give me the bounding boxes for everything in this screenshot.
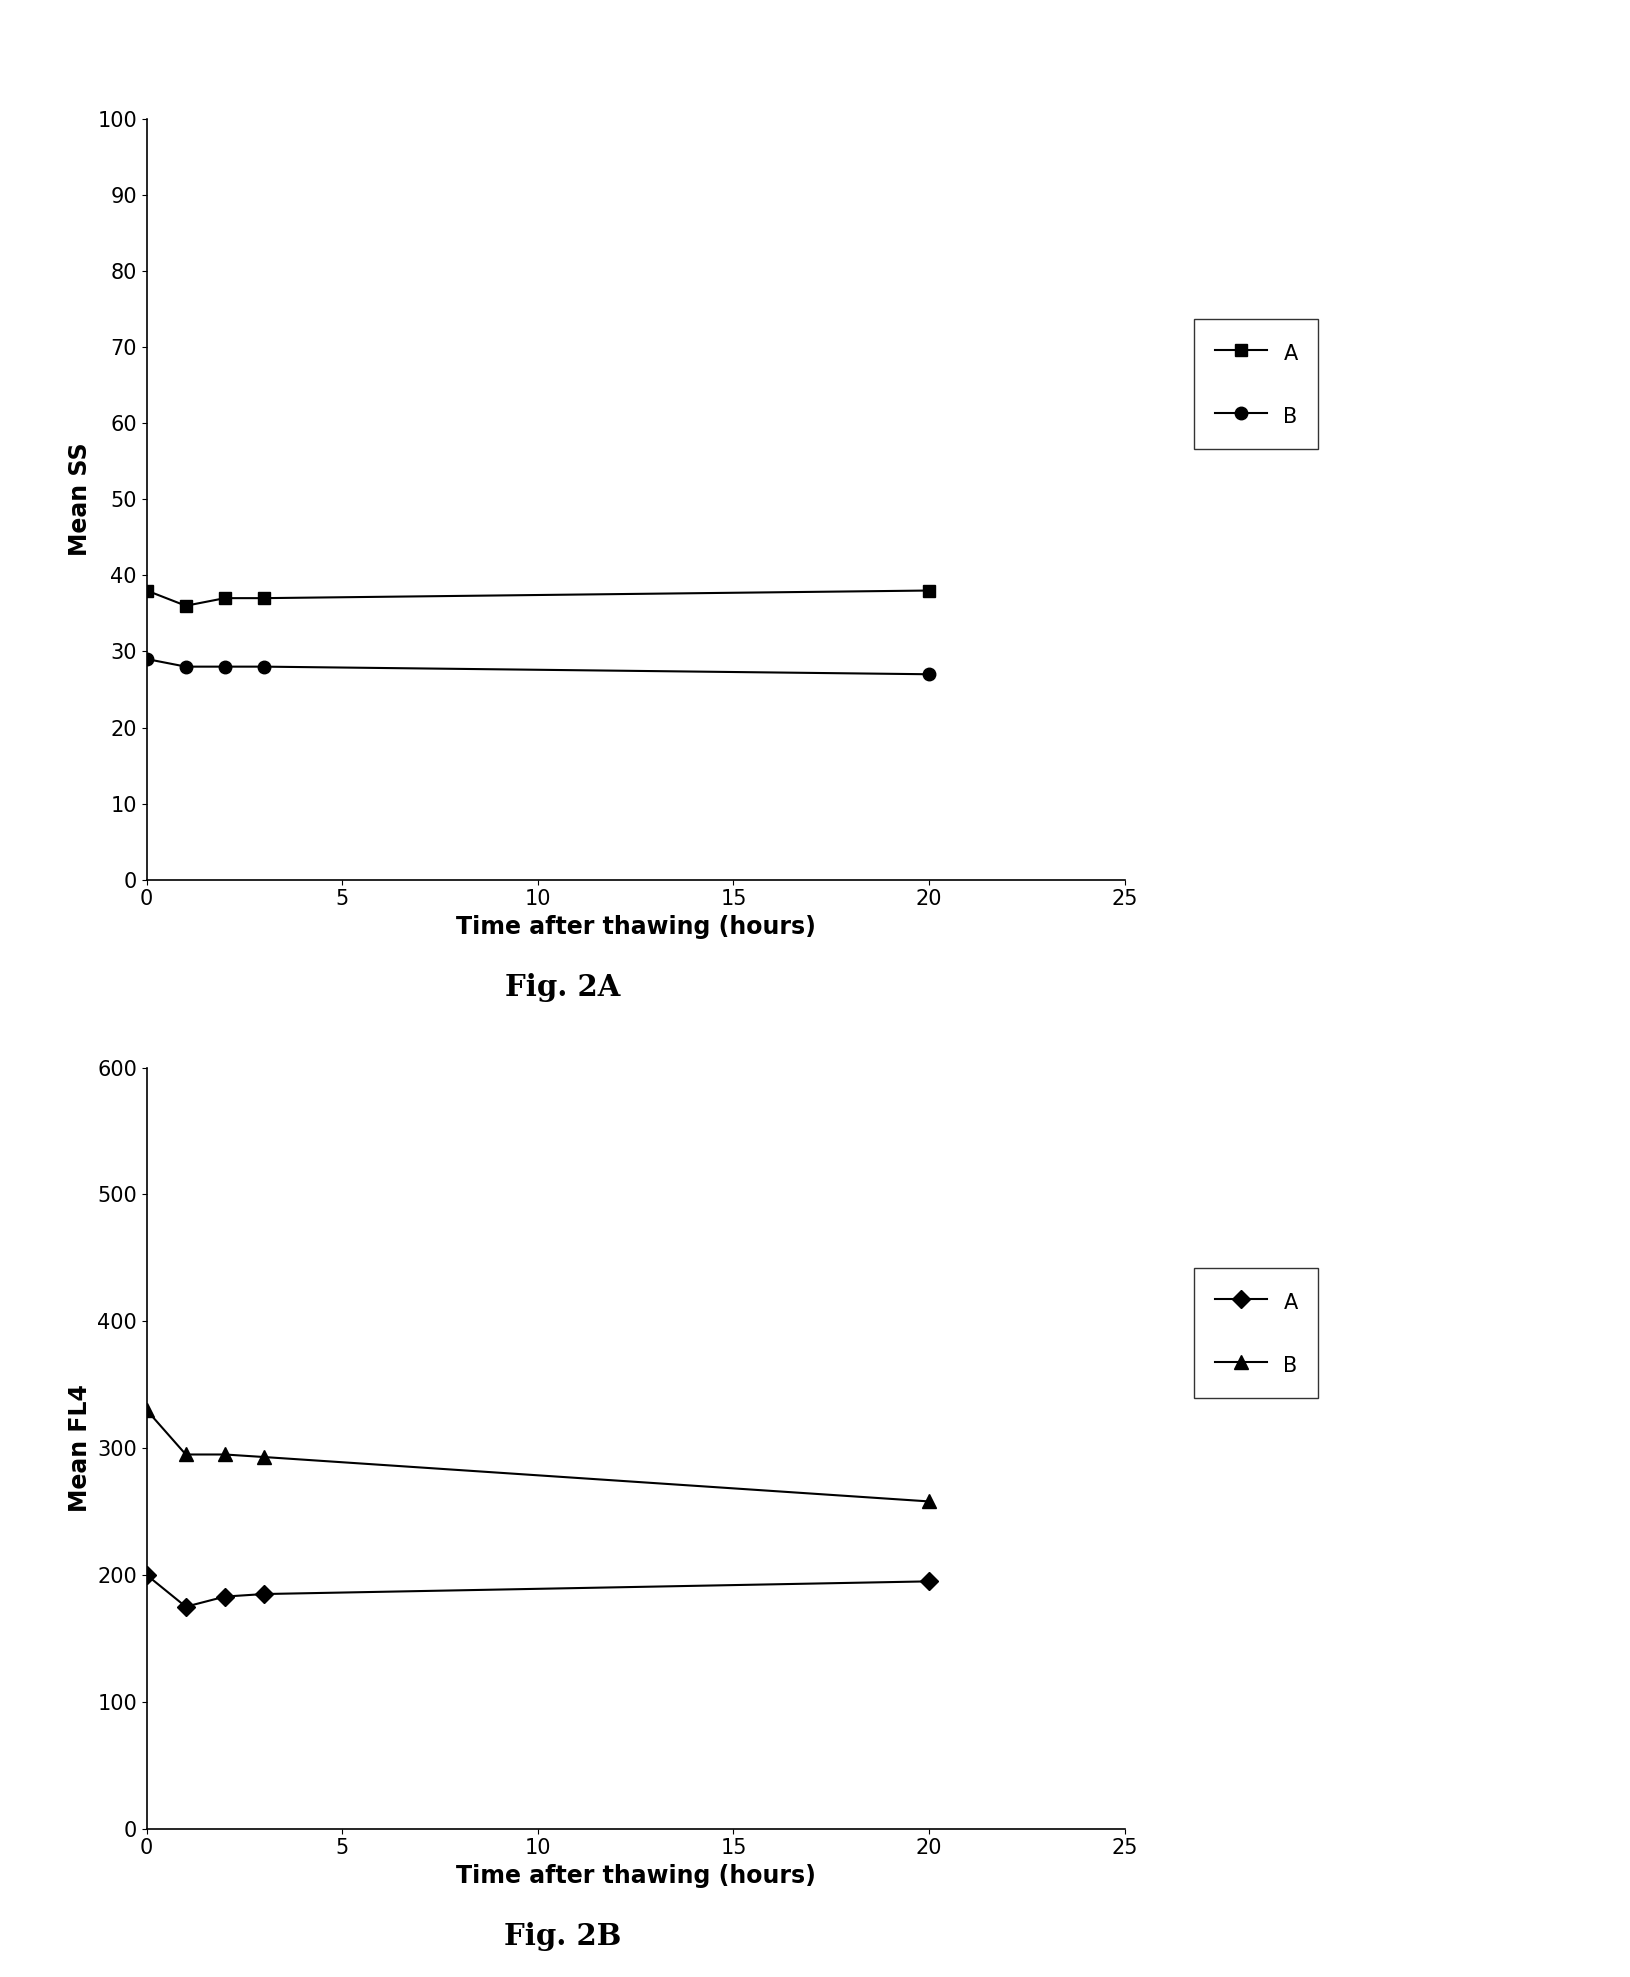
A [919, 1570, 939, 1593]
Y-axis label: Mean SS: Mean SS [68, 443, 91, 556]
B [254, 1445, 274, 1469]
A [215, 587, 235, 611]
A [137, 579, 156, 603]
Line: A: A [140, 1570, 936, 1613]
X-axis label: Time after thawing (hours): Time after thawing (hours) [456, 915, 815, 939]
B [215, 1443, 235, 1467]
Line: B: B [140, 1404, 936, 1508]
A [176, 1595, 196, 1619]
Text: Fig. 2B: Fig. 2B [504, 1922, 621, 1951]
Y-axis label: Mean FL4: Mean FL4 [67, 1384, 91, 1512]
A [137, 1564, 156, 1588]
B [176, 654, 196, 678]
B [215, 654, 235, 678]
A [919, 579, 939, 603]
Legend: A, B: A, B [1193, 320, 1319, 449]
B [137, 1398, 156, 1421]
A [176, 593, 196, 617]
B [254, 654, 274, 678]
X-axis label: Time after thawing (hours): Time after thawing (hours) [456, 1864, 815, 1888]
A [215, 1586, 235, 1609]
B [919, 1489, 939, 1512]
B [919, 662, 939, 686]
Line: A: A [140, 585, 936, 613]
B [137, 646, 156, 670]
A [254, 587, 274, 611]
Line: B: B [140, 652, 936, 680]
Legend: A, B: A, B [1193, 1269, 1319, 1398]
B [176, 1443, 196, 1467]
Text: Fig. 2A: Fig. 2A [505, 973, 619, 1002]
A [254, 1582, 274, 1605]
